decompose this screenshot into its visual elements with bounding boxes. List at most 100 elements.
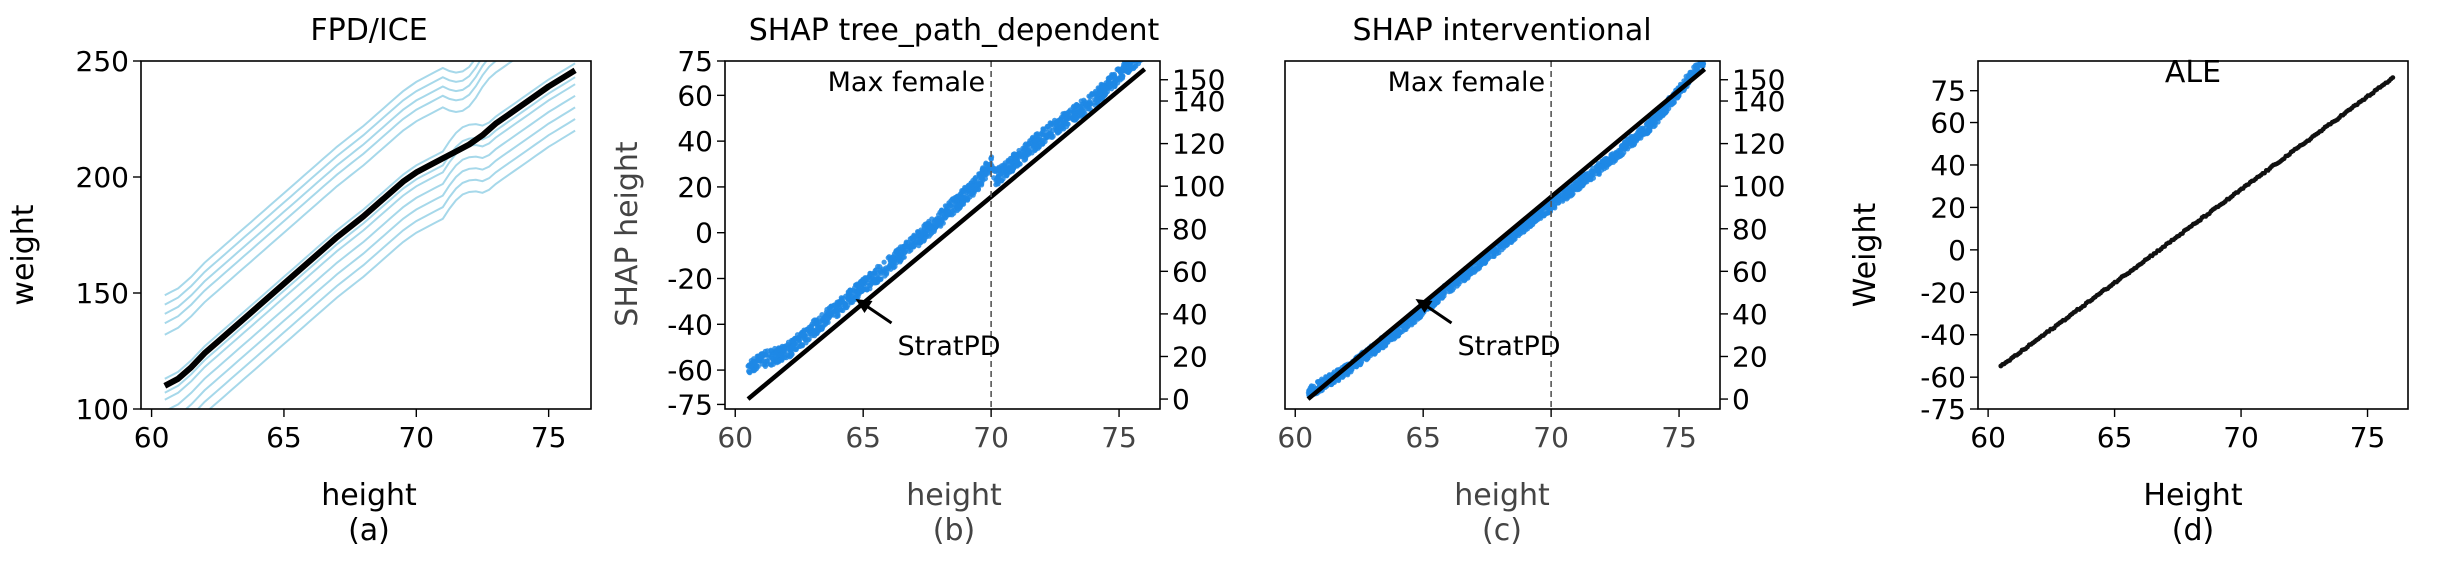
shap-point [1688,69,1694,75]
shap-point [1043,133,1049,139]
shap-point [1072,106,1078,112]
shap-point [1102,91,1108,97]
shap-point [1135,51,1140,56]
shap-point [1110,80,1116,86]
panel-a-ytick-label: 150 [76,277,129,310]
panel-d-ytick-label: 60 [1930,107,1966,140]
panel-b-plot: Max female StratPD 60 65 70 75 -75-60 -40 -20 0 20… [667,45,1225,454]
shap-point [994,180,1000,186]
shap-point [908,241,914,247]
shap-point [1315,379,1321,385]
ale-point [2390,75,2396,80]
panel-d-xlabel: Height [2143,478,2242,513]
shap-point [1021,157,1027,163]
shap-point [1631,142,1637,148]
ice-curve [167,94,576,409]
panel-b-ytick-label: 75 [677,45,713,78]
shap-point [824,306,830,313]
panel-d-ytick-label: 0 [1948,234,1966,267]
shap-point [1105,75,1111,81]
shap-point [1468,269,1474,275]
panel-b-stratpd-label: StratPD [898,331,1001,362]
shap-point [1000,170,1006,176]
shap-point [1007,158,1013,164]
shap-point [830,312,837,318]
ice-curve [208,129,576,409]
panel-d-ytick-label: 40 [1930,149,1966,182]
shap-point [1016,154,1022,160]
shap-point [779,356,785,362]
shap-point [958,195,964,201]
shap-point [1565,194,1571,200]
panel-b-y2tick-label: 140 [1172,85,1225,118]
shap-point [774,358,780,364]
panel-c-caption: (c) [1482,513,1522,548]
shap-point [1118,70,1124,76]
shap-point [973,187,979,193]
shap-point [801,331,807,337]
shap-point [1130,52,1135,57]
shap-point [1565,189,1571,195]
shap-point [1032,138,1038,144]
shap-point [1134,49,1139,54]
shap-point [915,229,921,235]
ice-curve [164,61,488,315]
shap-point [789,350,795,356]
shap-point [802,337,809,343]
panel-b-xtick-label: 65 [845,421,881,454]
shap-point [966,191,973,197]
shap-point [1135,52,1140,57]
shap-point [790,343,796,349]
shap-point [1403,325,1409,331]
shap-point [1669,98,1676,104]
shap-point [991,175,997,181]
panel-a-caption: (a) [348,513,390,548]
shap-point [893,248,899,254]
shap-point [1601,156,1607,162]
panel-b-frame [724,60,1161,410]
panel-c-frame [1284,60,1721,410]
shap-point [1134,51,1139,56]
panel-a-ytick-label: 200 [76,161,129,194]
shap-point [1050,127,1056,133]
shap-point [1134,51,1139,56]
panel-c-y2tick-label: 60 [1732,255,1768,288]
shap-point [770,356,776,362]
shap-point [1137,55,1142,60]
shap-point [789,337,795,344]
shap-point [1138,54,1143,59]
ice-curve [164,61,515,336]
shap-point [897,244,904,250]
shap-point [1082,100,1089,106]
shap-point [944,203,950,209]
shap-point [819,318,825,324]
shap-point [792,335,799,341]
shap-point [798,343,804,349]
shap-point [1539,211,1545,217]
panel-d-xtick-label: 60 [1970,421,2006,454]
panel-a-frame [140,60,592,410]
panel-d-ytick-label: -60 [1920,361,1966,394]
panel-b-ytick-label: 20 [677,171,713,204]
shap-point [1112,74,1118,80]
shap-point [1119,74,1125,80]
shap-point [777,352,783,358]
panel-d-ytick-label: -40 [1920,319,1966,352]
shap-point [976,174,983,180]
shap-point [1140,51,1145,56]
shap-point [811,321,817,327]
shap-point [1114,66,1120,73]
shap-point [1596,170,1602,176]
shap-point [1368,352,1374,358]
panel-a-ylabel: weight [6,204,41,305]
shap-point [826,310,832,316]
shap-point [866,282,873,288]
shap-point [755,357,761,363]
shap-point [1636,132,1642,138]
shap-point [1034,144,1040,150]
shap-point [1067,113,1073,120]
shap-point [1011,151,1018,157]
shap-point [764,358,770,364]
shap-point [1578,175,1584,181]
